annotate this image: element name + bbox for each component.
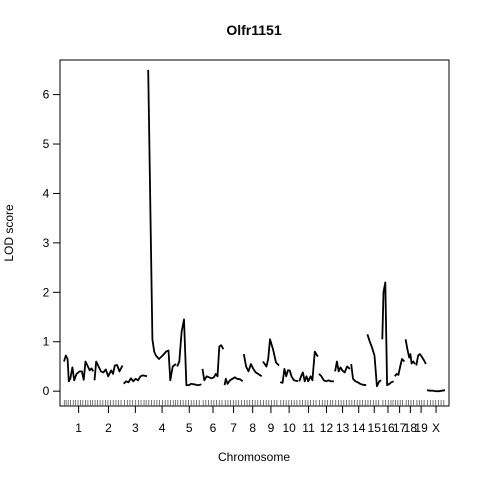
- lod-curve-chr4: [147, 69, 177, 382]
- y-tick-label: 3: [43, 236, 50, 250]
- x-tick-label-chr5: 5: [186, 421, 193, 435]
- x-tick-label-chr8: 8: [249, 421, 256, 435]
- lod-curve-chr19: [415, 353, 427, 366]
- x-tick-label-chrX: X: [432, 421, 440, 435]
- lod-curve-chr2: [93, 360, 124, 381]
- y-tick-label: 2: [43, 285, 50, 299]
- chart-title: Olfr1151: [226, 22, 281, 38]
- lod-curve-chr9: [262, 338, 280, 368]
- x-tick-label-chr1: 1: [75, 421, 82, 435]
- lod-curve-chr11: [298, 350, 319, 383]
- lod-curves: [63, 69, 446, 393]
- lod-curve-chr3: [123, 374, 148, 385]
- x-tick-label-chr6: 6: [210, 421, 217, 435]
- x-tick-label-chr7: 7: [230, 421, 237, 435]
- lod-curve-chr12: [318, 373, 334, 383]
- x-tick-label-chr18: 18: [404, 421, 418, 435]
- x-tick-label-chr11: 11: [302, 421, 315, 435]
- y-axis-label: LOD score: [2, 204, 16, 262]
- y-tick-label: 5: [43, 137, 50, 151]
- lod-curve-chr14: [350, 363, 367, 387]
- x-tick-label-chr2: 2: [105, 421, 112, 435]
- x-tick-label-chr13: 13: [336, 421, 350, 435]
- lod-curve-chr18: [404, 339, 416, 365]
- x-tick-label-chr10: 10: [282, 421, 296, 435]
- lod-curve-chr8: [242, 353, 263, 378]
- x-tick-label-chr15: 15: [368, 421, 382, 435]
- lod-curve-chr10: [280, 367, 299, 384]
- lod-curve-chr17: [394, 358, 406, 377]
- y-tick-label: 6: [43, 88, 50, 102]
- lod-curve-chr13: [334, 360, 351, 374]
- lod-curve-chr15: [366, 334, 382, 388]
- x-axis-label: Chromosome: [218, 450, 290, 464]
- lod-curve-chr6: [201, 344, 225, 382]
- x-tick-label-chr3: 3: [132, 421, 139, 435]
- y-axis: 0 1 2 3 4 5 6: [43, 88, 61, 398]
- x-tick-label-chr17: 17: [393, 421, 407, 435]
- lod-curve-chr16: [381, 281, 394, 387]
- y-tick-label: 0: [43, 384, 50, 398]
- x-tick-label-chr19: 19: [414, 421, 428, 435]
- x-tick-label-chr16: 16: [381, 421, 395, 435]
- x-tick-label-chr4: 4: [159, 421, 166, 435]
- x-tick-label-chr14: 14: [352, 421, 366, 435]
- lod-curve-chrX: [426, 389, 446, 393]
- lod-curve-chr7: [223, 376, 244, 386]
- y-tick-label: 1: [43, 335, 50, 349]
- plot-frame: [59, 59, 450, 407]
- lod-curve-chr1: [63, 354, 95, 383]
- marker-rug: [63, 400, 445, 406]
- x-tick-label-chr9: 9: [268, 421, 275, 435]
- y-tick-label: 4: [43, 186, 50, 200]
- x-tick-label-chr12: 12: [320, 421, 334, 435]
- lod-curve-chr5: [176, 318, 202, 387]
